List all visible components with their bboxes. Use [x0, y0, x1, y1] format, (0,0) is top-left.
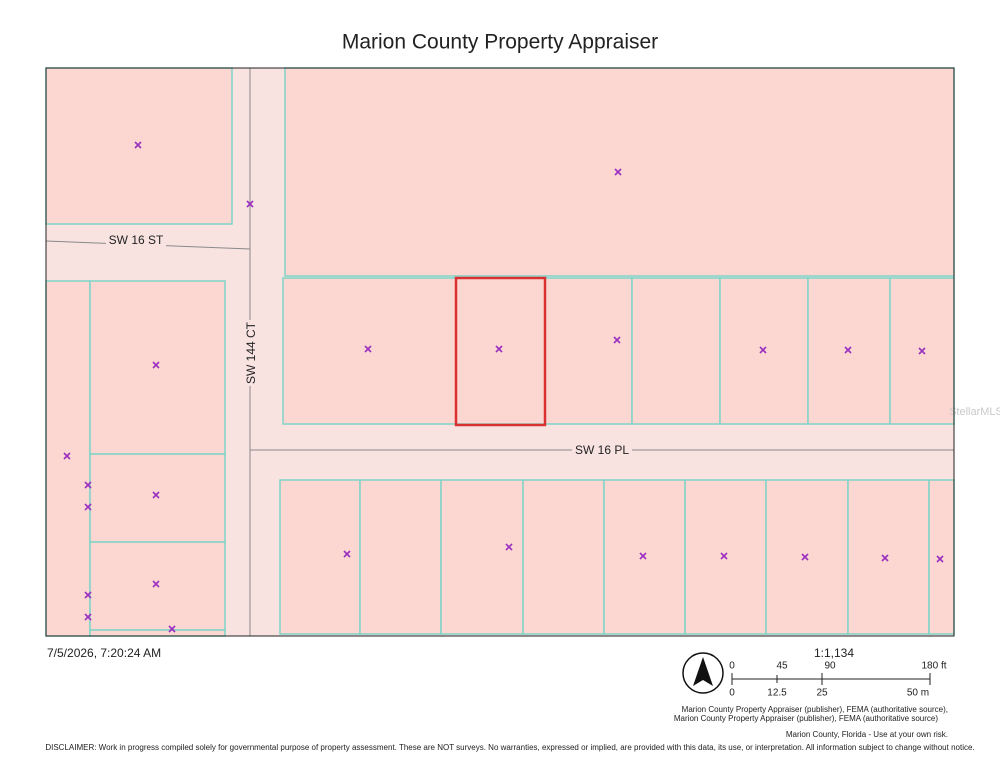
parcel-marker: [63, 452, 71, 460]
attribution: Marion County Property Appraiser (publis…: [674, 714, 938, 723]
scale-label: 25: [816, 688, 828, 699]
parcel-marker: [759, 346, 767, 354]
parcel: [359, 479, 442, 635]
scale-label: 90: [824, 661, 836, 672]
title: Marion County Property Appraiser: [342, 31, 658, 54]
parcel-marker: [918, 347, 926, 355]
label-bg: [572, 443, 632, 459]
parcel-marker: [152, 580, 160, 588]
parcel: [631, 277, 721, 425]
attribution: Marion County Property Appraiser (publis…: [682, 705, 948, 714]
parcel-marker: [505, 543, 513, 551]
parcel-marker: [801, 553, 809, 561]
parcel: [765, 479, 849, 635]
scale-label: 12.5: [767, 688, 787, 699]
road-label: SW 16 PL: [575, 443, 629, 457]
parcel-marker: [84, 591, 92, 599]
parcel: [45, 280, 91, 637]
map-frame: [45, 67, 955, 637]
parcel-marker: [343, 550, 351, 558]
parcel-markers: [63, 141, 944, 633]
label-bg: [106, 233, 166, 249]
parcel: [284, 67, 955, 277]
parcel-marker: [495, 345, 503, 353]
scale-label: 0: [729, 661, 735, 672]
watermark: StellarMLS: [949, 406, 1000, 418]
parcel-marker: [152, 491, 160, 499]
parcel-marker: [246, 200, 254, 208]
parcel: [522, 479, 605, 635]
parcel-marker: [168, 625, 176, 633]
parcel: [440, 479, 524, 635]
map: SW 16 ST SW 144 CT SW 16 PL StellarMLS: [45, 67, 1000, 637]
parcel: [544, 277, 633, 425]
parcel-marker: [134, 141, 142, 149]
parcel-marker: [84, 481, 92, 489]
parcel-marker: [614, 168, 622, 176]
parcel-marker: [720, 552, 728, 560]
parcel: [279, 479, 361, 635]
north-arrow: [682, 652, 724, 694]
scale-label: 0: [729, 688, 735, 699]
disclaimer: DISCLAIMER: Work in progress compiled so…: [45, 743, 974, 752]
parcel-marker: [639, 552, 647, 560]
parcel-marker: [881, 554, 889, 562]
parcel-marker: [936, 555, 944, 563]
parcel: [847, 479, 930, 635]
parcel: [89, 629, 226, 637]
parcel-marker: [152, 361, 160, 369]
subject-parcel: [454, 276, 547, 427]
parcel-marker: [844, 346, 852, 354]
parcel-marker: [613, 336, 621, 344]
timestamp: 7/5/2026, 7:20:24 AM: [47, 646, 161, 660]
road-label: SW 144 CT: [244, 321, 258, 384]
note: Marion County, Florida - Use at your own…: [786, 730, 948, 739]
road-label: SW 16 ST: [109, 233, 164, 247]
label-bg: [244, 320, 260, 386]
parcel-marker: [84, 613, 92, 621]
scale-label: 45: [776, 661, 788, 672]
parcel: [89, 453, 226, 543]
scale-label: 180 ft: [921, 661, 946, 672]
parcels: [45, 67, 955, 637]
parcel-marker: [84, 503, 92, 511]
scale-bar: 0 45 90 180 ft 0 12.5 25 50 m: [729, 661, 947, 699]
scale-ratio: 1:1,134: [814, 646, 854, 660]
scale-label: 50 m: [907, 688, 929, 699]
parcel-marker: [364, 345, 372, 353]
